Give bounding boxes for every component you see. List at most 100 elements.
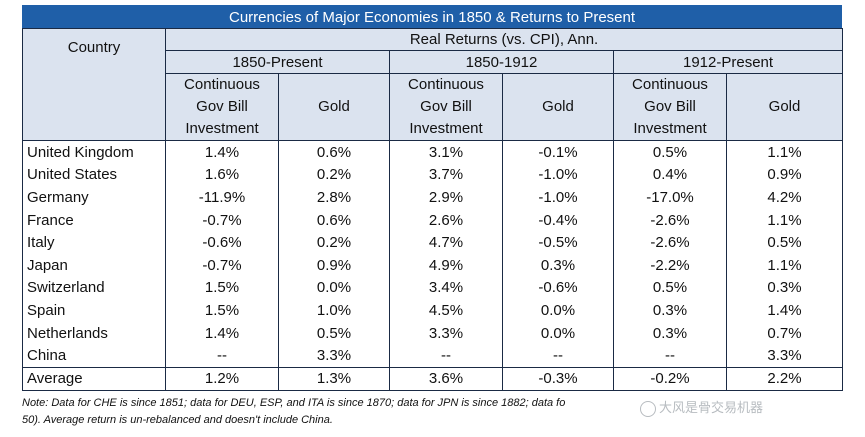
table-cell: --	[389, 344, 503, 368]
country-cell: Germany	[22, 186, 166, 209]
table-cell: 1.3%	[278, 366, 390, 391]
gold-header: Gold	[725, 73, 844, 141]
table-cell: 2.9%	[389, 186, 503, 209]
table-row: Switzerland 1.5% 0.0% 3.4% -0.6% 0.5% 0.3%	[22, 276, 844, 300]
country-cell: Japan	[22, 253, 166, 277]
wechat-icon	[640, 400, 656, 417]
table-cell: 4.7%	[389, 231, 503, 254]
table-cell: --	[613, 344, 727, 368]
table-cell: 3.3%	[278, 344, 390, 368]
table-cell: --	[502, 344, 614, 368]
table-row: Italy -0.6% 0.2% 4.7% -0.5% -2.6% 0.5%	[22, 231, 844, 254]
footnote: Note: Data for CHE is since 1851; data f…	[22, 395, 852, 429]
gold-header: Gold	[502, 73, 614, 141]
table-cell: 0.9%	[278, 253, 390, 277]
table-cell: 2.2%	[725, 366, 844, 391]
watermark: 大风是骨交易机器	[640, 397, 763, 417]
table-cell: 3.7%	[389, 163, 503, 187]
period-header-1850-1912: 1850-1912	[389, 50, 614, 74]
real-returns-header: Real Returns (vs. CPI), Ann.	[164, 28, 844, 51]
table-cell: 0.4%	[613, 163, 727, 187]
table-cell: 1.2%	[165, 366, 279, 391]
country-cell: China	[22, 344, 166, 368]
returns-table-container: Currencies of Major Economies in 1850 & …	[22, 5, 844, 391]
table-cell: 2.8%	[278, 186, 390, 209]
country-cell: Italy	[22, 231, 166, 254]
country-cell: Switzerland	[22, 276, 166, 300]
table-cell: 0.6%	[278, 140, 390, 164]
table-cell: -1.0%	[502, 186, 614, 209]
country-cell: United States	[22, 163, 166, 187]
table-cell: 1.4%	[165, 321, 279, 345]
table-cell: -0.5%	[502, 231, 614, 254]
table-cell: 3.6%	[389, 366, 503, 391]
watermark-text: 大风是骨交易机器	[659, 400, 764, 415]
bill-header: Continuous Gov Bill Investment	[165, 73, 279, 141]
footnote-line-1: Note: Data for CHE is since 1851; data f…	[22, 397, 566, 409]
country-cell: France	[22, 208, 166, 232]
table-row: France -0.7% 0.6% 2.6% -0.4% -2.6% 1.1%	[22, 208, 844, 232]
table-cell: -0.4%	[502, 208, 614, 232]
table-cell: -0.7%	[165, 208, 279, 232]
table-cell: -0.7%	[165, 253, 279, 277]
table-cell: 0.9%	[725, 163, 844, 187]
table-cell: 0.3%	[725, 276, 844, 300]
table-cell: -0.3%	[502, 366, 614, 391]
table-row: China -- 3.3% -- -- -- 3.3%	[22, 344, 844, 368]
table-cell: 1.4%	[165, 140, 279, 164]
table-cell: 1.6%	[165, 163, 279, 187]
table-cell: 0.0%	[502, 299, 614, 322]
table-cell: 1.1%	[725, 253, 844, 277]
table-row: United States 1.6% 0.2% 3.7% -1.0% 0.4% 0.9%	[22, 163, 844, 187]
table-body: United Kingdom 1.4% 0.6% 3.1% -0.1% 0.5% 1.1% U…	[22, 140, 844, 368]
returns-table: Country Real Returns (vs. CPI), Ann. 185…	[22, 28, 844, 391]
table-row: Japan -0.7% 0.9% 4.9% 0.3% -2.2% 1.1%	[22, 253, 844, 277]
table-cell: 0.0%	[502, 321, 614, 345]
table-cell: 0.3%	[613, 299, 727, 322]
table-cell: 3.3%	[389, 321, 503, 345]
table-row: United Kingdom 1.4% 0.6% 3.1% -0.1% 0.5% 1.1%	[22, 140, 844, 164]
footnote-line-2: 50). Average return is un-rebalanced and…	[22, 414, 333, 426]
table-cell: 0.5%	[613, 276, 727, 300]
table-row: Spain 1.5% 1.0% 4.5% 0.0% 0.3% 1.4%	[22, 299, 844, 322]
table-cell: 1.1%	[725, 208, 844, 232]
table-cell: 0.5%	[613, 140, 727, 164]
table-cell: 4.5%	[389, 299, 503, 322]
table-cell: -17.0%	[613, 186, 727, 209]
table-cell: 0.2%	[278, 163, 390, 187]
table-cell: 4.2%	[725, 186, 844, 209]
table-cell: -0.6%	[502, 276, 614, 300]
country-cell: United Kingdom	[22, 140, 166, 164]
table-row: Germany -11.9% 2.8% 2.9% -1.0% -17.0% 4.2%	[22, 186, 844, 209]
period-header-1912-present: 1912-Present	[612, 50, 844, 74]
bill-header: Continuous Gov Bill Investment	[613, 73, 727, 141]
country-cell: Spain	[22, 299, 166, 322]
table-cell: -1.0%	[502, 163, 614, 187]
table-cell: 0.0%	[278, 276, 390, 300]
country-cell: Netherlands	[22, 321, 166, 345]
table-cell: 3.1%	[389, 140, 503, 164]
country-column-header: Country	[22, 28, 166, 141]
table-cell: 1.0%	[278, 299, 390, 322]
table-cell: 3.3%	[725, 344, 844, 368]
table-cell: -0.6%	[165, 231, 279, 254]
table-cell: --	[165, 344, 279, 368]
gold-header: Gold	[278, 73, 390, 141]
bill-header: Continuous Gov Bill Investment	[389, 73, 503, 141]
table-cell: 0.5%	[725, 231, 844, 254]
table-cell: 3.4%	[389, 276, 503, 300]
average-row: Average 1.2% 1.3% 3.6% -0.3% -0.2% 2.2%	[22, 366, 844, 391]
table-cell: -2.6%	[613, 208, 727, 232]
table-cell: 4.9%	[389, 253, 503, 277]
table-cell: -11.9%	[165, 186, 279, 209]
table-title: Currencies of Major Economies in 1850 & …	[22, 5, 842, 28]
average-label: Average	[22, 366, 166, 391]
table-cell: 1.4%	[725, 299, 844, 322]
table-row: Netherlands 1.4% 0.5% 3.3% 0.0% 0.3% 0.7%	[22, 321, 844, 345]
table-cell: 0.3%	[502, 253, 614, 277]
table-cell: -2.6%	[613, 231, 727, 254]
table-cell: 0.2%	[278, 231, 390, 254]
table-cell: -2.2%	[613, 253, 727, 277]
average-row-group: Average 1.2% 1.3% 3.6% -0.3% -0.2% 2.2%	[22, 366, 844, 391]
table-cell: 0.5%	[278, 321, 390, 345]
